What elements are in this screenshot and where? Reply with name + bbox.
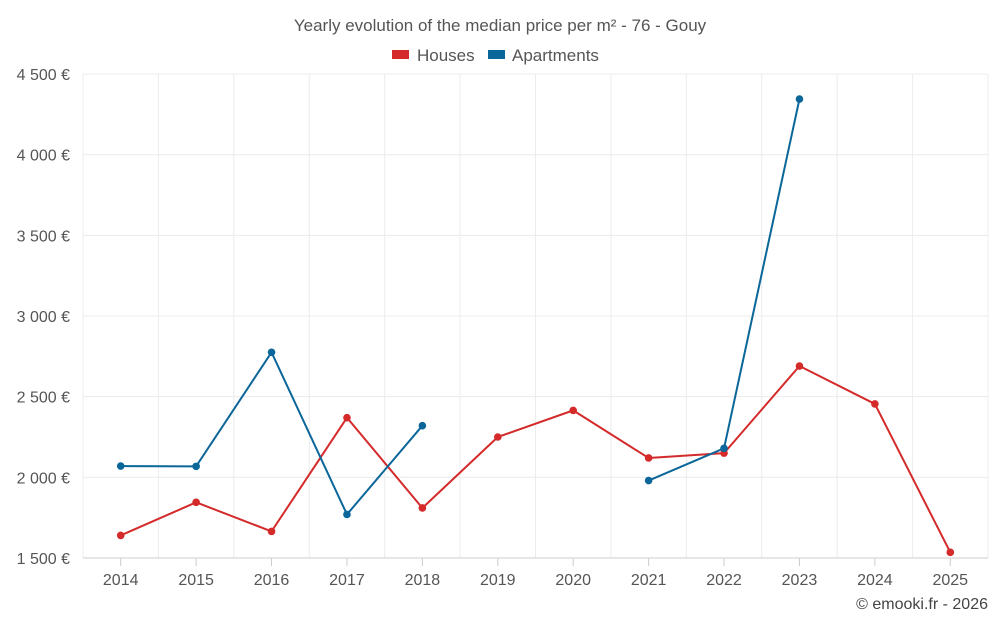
legend-swatch-houses	[392, 50, 409, 59]
y-tick-label: 2 500 €	[17, 390, 70, 407]
houses-point-2017[interactable]	[343, 413, 351, 422]
apartments-point-2016[interactable]	[267, 348, 276, 357]
series-houses	[116, 362, 955, 557]
apartments-line-segment-1	[648, 98, 801, 482]
houses-point-2014[interactable]	[116, 531, 125, 540]
houses-point-2025[interactable]	[946, 548, 955, 557]
houses-point-2015[interactable]	[192, 498, 200, 507]
legend-item-houses[interactable]: Houses	[392, 46, 475, 65]
legend-item-apartments[interactable]: Apartments	[488, 46, 599, 65]
y-tick-label: 3 500 €	[17, 228, 70, 245]
apartments-point-2017[interactable]	[343, 510, 351, 519]
legend-label-apartments: Apartments	[512, 46, 599, 65]
y-tick-label: 3 000 €	[17, 309, 70, 326]
houses-point-2018[interactable]	[418, 504, 427, 512]
houses-line-segment-0	[120, 365, 952, 553]
houses-point-2016[interactable]	[267, 527, 276, 536]
apartments-point-2015[interactable]	[192, 462, 200, 471]
series-group	[116, 95, 955, 557]
apartments-point-2014[interactable]	[116, 462, 125, 470]
apartments-line-segment-0	[120, 351, 424, 516]
x-tick-label: 2019	[480, 572, 516, 589]
legend-label-houses: Houses	[417, 46, 475, 65]
x-tick-label: 2017	[329, 572, 365, 589]
houses-point-2020[interactable]	[569, 406, 578, 415]
x-tick-label: 2022	[706, 572, 742, 589]
legend[interactable]: Houses Apartments	[392, 46, 599, 65]
credit-text: © emooki.fr - 2026	[856, 596, 988, 613]
x-tick-label: 2015	[178, 572, 214, 589]
gridlines	[82, 73, 989, 559]
x-tick-label: 2021	[631, 572, 667, 589]
x-tick-label: 2020	[555, 572, 591, 589]
chart-title: Yearly evolution of the median price per…	[294, 16, 707, 35]
legend-swatch-apartments	[488, 50, 505, 59]
x-tick-label: 2023	[782, 572, 818, 589]
x-tick-label: 2025	[932, 572, 968, 589]
series-apartments	[116, 95, 804, 519]
y-tick-label: 1 500 €	[17, 551, 70, 568]
houses-point-2023[interactable]	[795, 362, 804, 370]
x-tick-label: 2014	[103, 572, 139, 589]
x-tick-label: 2016	[254, 572, 290, 589]
y-tick-label: 4 000 €	[17, 148, 70, 165]
apartments-point-2023[interactable]	[795, 95, 804, 103]
houses-point-2019[interactable]	[493, 433, 502, 441]
apartments-point-2018[interactable]	[418, 421, 427, 430]
apartments-point-2021[interactable]	[644, 476, 653, 485]
x-tick-label: 2018	[405, 572, 441, 589]
y-tick-label: 2 000 €	[17, 470, 70, 487]
apartments-point-2022[interactable]	[720, 444, 728, 453]
x-axis-ticks: 2014 2015 2016 2017 2018 2019 2020 2021 2022 2023…	[103, 558, 968, 589]
houses-point-2024[interactable]	[871, 400, 879, 408]
y-axis-ticks: 1 500 € 2 000 € 2 500 € 3 000 € 3 500 € 4 000…	[17, 67, 70, 568]
houses-point-2021[interactable]	[644, 454, 653, 462]
y-tick-label: 4 500 €	[17, 67, 70, 84]
x-tick-label: 2024	[857, 572, 893, 589]
